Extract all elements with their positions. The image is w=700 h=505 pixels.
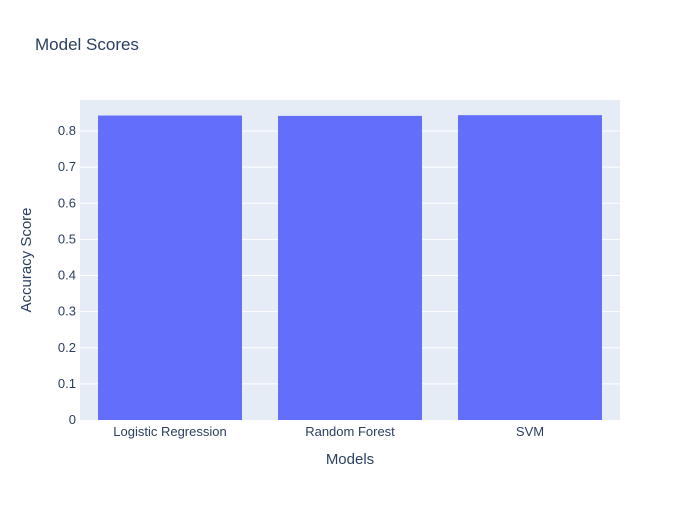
x-tick-label: SVM xyxy=(516,424,544,439)
y-tick-label: 0.8 xyxy=(58,123,76,138)
y-tick-label: 0.1 xyxy=(58,376,76,391)
y-tick-label: 0.2 xyxy=(58,340,76,355)
y-tick-label: 0.7 xyxy=(58,159,76,174)
bar[interactable] xyxy=(278,115,422,420)
y-tick-label: 0.5 xyxy=(58,231,76,246)
y-tick-label: 0.3 xyxy=(58,304,76,319)
y-tick-label: 0.4 xyxy=(58,268,76,283)
x-tick-label: Logistic Regression xyxy=(113,424,226,439)
y-tick-label: 0.6 xyxy=(58,195,76,210)
y-axis-title: Accuracy Score xyxy=(18,207,35,312)
bars xyxy=(98,115,602,421)
x-axis-ticks: Logistic Regression Random Forest SVM xyxy=(113,424,544,439)
chart-title: Model Scores xyxy=(35,35,139,54)
bar[interactable] xyxy=(458,115,602,420)
x-tick-label: Random Forest xyxy=(305,424,395,439)
x-axis-title: Models xyxy=(326,451,374,468)
y-axis-ticks: 0 0.1 0.2 0.3 0.4 0.5 0.6 0.7 0.8 xyxy=(58,123,76,427)
bar[interactable] xyxy=(98,115,242,421)
y-tick-label: 0 xyxy=(69,412,76,427)
